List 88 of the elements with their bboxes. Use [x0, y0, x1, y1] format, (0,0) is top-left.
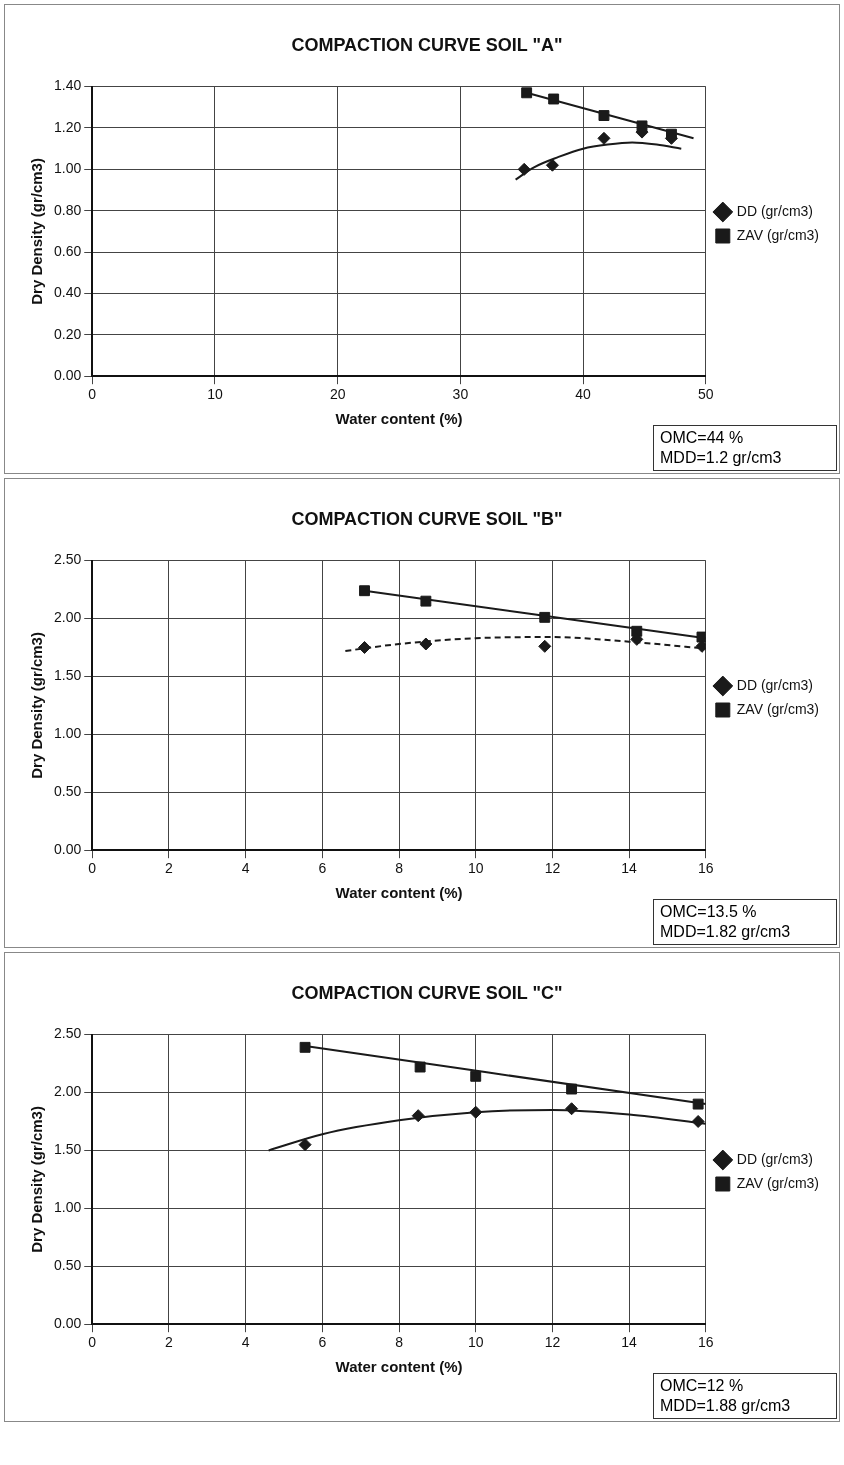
point	[358, 640, 372, 654]
point	[470, 1070, 482, 1082]
y-tick-label: 0.60	[54, 242, 82, 259]
x-tick-label: 0	[88, 386, 97, 403]
point	[539, 611, 551, 623]
y-axis-title: Dry Density (gr/cm3)	[28, 158, 46, 305]
y-tick-label: 0.50	[54, 1257, 82, 1274]
x-tick-label: 14	[621, 860, 638, 877]
y-tick-label: 0.40	[54, 284, 82, 301]
y-tick-label: 2.00	[54, 609, 82, 626]
y-tick-label: 0.00	[54, 367, 82, 384]
x-tick-label: 20	[329, 386, 346, 403]
point	[598, 110, 610, 122]
x-tick-label: 2	[165, 860, 174, 877]
x-axis-title: Water content (%)	[335, 1358, 463, 1376]
y-axis-title: Dry Density (gr/cm3)	[28, 632, 46, 779]
point	[692, 1098, 704, 1110]
text: MDD=1.2 gr/cm3	[660, 448, 783, 468]
point	[691, 1114, 705, 1128]
y-tick-label: 1.00	[54, 725, 82, 742]
x-tick-label: 16	[698, 1334, 714, 1351]
x-tick-label: 4	[241, 860, 250, 877]
x-axis-title: Water content (%)	[335, 884, 463, 902]
y-tick-label: 1.50	[54, 1141, 82, 1158]
chart-title: COMPACTION CURVE SOIL "A"	[291, 34, 563, 55]
y-tick-label: 1.50	[54, 667, 82, 684]
x-tick-label: 50	[698, 386, 714, 403]
y-tick-label: 2.00	[54, 1083, 82, 1100]
point	[548, 93, 560, 105]
x-axis-title: Water content (%)	[335, 410, 463, 428]
point	[538, 639, 552, 653]
legend-label: ZAV (gr/cm3)	[736, 700, 820, 717]
y-tick-label: 1.00	[54, 1199, 82, 1216]
point	[419, 637, 433, 651]
y-tick-label: 2.50	[54, 551, 82, 568]
y-tick-label: 1.00	[54, 160, 82, 177]
y-tick-label: 0.00	[54, 1315, 82, 1332]
legend-label: DD (gr/cm3)	[736, 1150, 814, 1167]
legend-label: DD (gr/cm3)	[736, 676, 814, 693]
point	[566, 1083, 578, 1095]
y-tick-label: 0.80	[54, 201, 82, 218]
text: OMC=44 %	[660, 428, 745, 448]
point	[469, 1105, 483, 1119]
x-tick-label: 40	[575, 386, 592, 403]
x-tick-label: 12	[544, 1334, 561, 1351]
text: OMC=12 %	[660, 1376, 745, 1396]
y-axis-title: Dry Density (gr/cm3)	[28, 1106, 46, 1253]
x-tick-label: 10	[467, 860, 484, 877]
x-tick-label: 2	[165, 1334, 174, 1351]
x-tick-label: 30	[452, 386, 469, 403]
point	[517, 162, 531, 176]
legend-label: ZAV (gr/cm3)	[736, 226, 820, 243]
x-tick-label: 10	[467, 1334, 484, 1351]
x-tick-label: 8	[395, 1334, 404, 1351]
point	[597, 131, 611, 145]
x-tick-label: 12	[544, 860, 561, 877]
point	[298, 1138, 312, 1152]
y-tick-label: 2.50	[54, 1025, 82, 1042]
text: MDD=1.88 gr/cm3	[660, 1396, 792, 1416]
x-tick-label: 16	[698, 860, 714, 877]
x-tick-label: 14	[621, 1334, 638, 1351]
x-tick-label: 8	[395, 860, 404, 877]
x-tick-label: 0	[88, 860, 97, 877]
legend-label: DD (gr/cm3)	[736, 202, 814, 219]
chart-title: COMPACTION CURVE SOIL "C"	[291, 982, 563, 1003]
x-tick-label: 6	[318, 860, 327, 877]
point	[565, 1102, 579, 1116]
point	[545, 158, 559, 172]
point	[696, 631, 706, 643]
x-tick-label: 4	[241, 1334, 250, 1351]
point	[420, 595, 432, 607]
y-tick-label: 0.20	[54, 325, 82, 342]
x-tick-label: 0	[88, 1334, 97, 1351]
y-tick-label: 0.00	[54, 841, 82, 858]
point	[411, 1109, 425, 1123]
point	[359, 585, 370, 597]
legend-label: ZAV (gr/cm3)	[736, 1174, 820, 1191]
point	[521, 87, 533, 99]
y-tick-label: 1.40	[54, 77, 82, 94]
y-tick-label: 0.50	[54, 783, 82, 800]
chart-title: COMPACTION CURVE SOIL "B"	[291, 508, 563, 529]
text: MDD=1.82 gr/cm3	[660, 922, 792, 942]
point	[414, 1061, 426, 1073]
x-tick-label: 10	[207, 386, 223, 403]
text: OMC=13.5 %	[660, 902, 758, 922]
y-tick-label: 1.20	[54, 118, 82, 135]
point	[299, 1041, 311, 1053]
x-tick-label: 6	[318, 1334, 327, 1351]
